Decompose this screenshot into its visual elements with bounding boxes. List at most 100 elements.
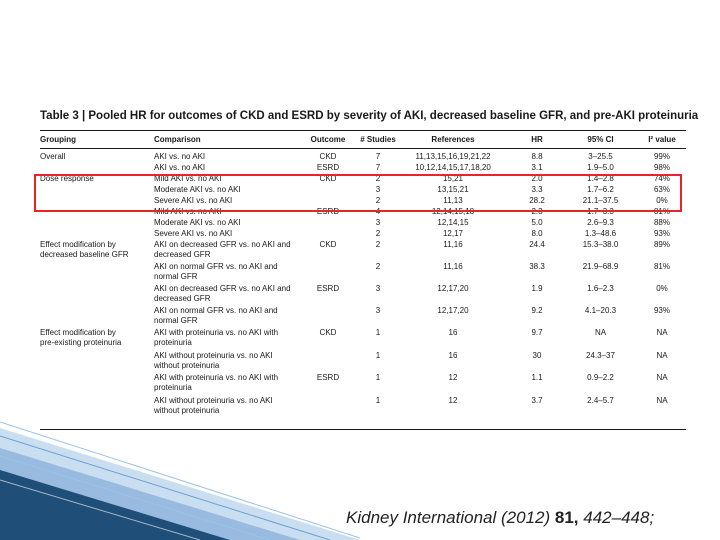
cell-references: 11,16 xyxy=(443,240,463,249)
cell-references: 12,17 xyxy=(442,229,464,238)
cell-studies: 1 xyxy=(375,328,381,337)
cell-comparison: decreased GFR xyxy=(154,250,211,259)
decoration-line-3 xyxy=(0,455,271,540)
cell-studies: 3 xyxy=(375,306,381,315)
cell-grouping: decreased baseline GFR xyxy=(40,250,129,259)
decoration-line-1 xyxy=(0,421,360,539)
cell-studies: 2 xyxy=(375,174,381,183)
cell-comparison: AKI vs. no AKI xyxy=(154,152,206,161)
header-grouping: Grouping xyxy=(40,135,76,144)
dose-response-highlight-box xyxy=(34,174,682,212)
cell-references: 11,16 xyxy=(443,262,463,271)
citation-year: (2012) xyxy=(501,508,551,527)
cell-comparison: Moderate AKI vs. no AKI xyxy=(154,185,241,194)
header-i2: I² value xyxy=(648,135,676,144)
cell-ci: 2.4–5.7 xyxy=(587,396,614,405)
cell-hr: 2.0 xyxy=(531,174,543,183)
cell-grouping: Effect modification by xyxy=(40,328,116,337)
cell-i2: 93% xyxy=(653,229,670,238)
cell-ci: 4.1–20.3 xyxy=(584,306,617,315)
header-studies: # Studies xyxy=(360,135,396,144)
cell-studies: 7 xyxy=(375,163,381,172)
cell-comparison: without proteinuria xyxy=(154,361,220,370)
cell-i2: 88% xyxy=(653,218,670,227)
cell-ci: 3–25.5 xyxy=(588,152,613,161)
decoration-line-4 xyxy=(0,479,201,540)
cell-studies: 1 xyxy=(375,373,381,382)
cell-outcome: CKD xyxy=(319,174,337,183)
cell-comparison: proteinuria xyxy=(154,383,192,392)
cell-i2: 0% xyxy=(656,196,668,205)
cell-i2: 89% xyxy=(653,240,670,249)
cell-comparison: Moderate AKI vs. no AKI xyxy=(154,218,241,227)
cell-studies: 3 xyxy=(375,218,381,227)
cell-outcome: CKD xyxy=(319,152,337,161)
cell-hr: 28.2 xyxy=(529,196,545,205)
cell-ci: 21.9–68.9 xyxy=(582,262,619,271)
cell-ci: 21.1–37.5 xyxy=(582,196,619,205)
cell-comparison: proteinuria xyxy=(154,338,192,347)
cell-comparison: AKI on normal GFR vs. no AKI and xyxy=(154,306,278,315)
cell-references: 16 xyxy=(448,351,458,360)
cell-hr: 9.7 xyxy=(531,328,543,337)
cell-grouping: Overall xyxy=(40,152,66,161)
cell-i2: 81% xyxy=(653,262,670,271)
cell-comparison: AKI vs. no AKI xyxy=(154,163,206,172)
cell-comparison: normal GFR xyxy=(154,272,198,281)
cell-ci: 1.4–2.8 xyxy=(587,174,614,183)
cell-references: 12,17,20 xyxy=(437,284,469,293)
cell-i2: 98% xyxy=(653,163,670,172)
cell-comparison: Severe AKI vs. no AKI xyxy=(154,229,233,238)
cell-hr: 1.1 xyxy=(531,373,543,382)
cell-ci: 24.3–37 xyxy=(586,351,615,360)
decoration-line-2 xyxy=(0,435,331,540)
header-comparison: Comparison xyxy=(154,135,201,144)
cell-studies: 3 xyxy=(375,284,381,293)
cell-ci: 0.9–2.2 xyxy=(587,373,614,382)
cell-comparison: AKI without proteinuria vs. no AKI xyxy=(154,351,273,360)
cell-hr: 5.0 xyxy=(531,218,543,227)
corner-decoration xyxy=(0,421,360,540)
cell-i2: NA xyxy=(656,373,668,382)
cell-i2: 0% xyxy=(656,284,668,293)
cell-i2: NA xyxy=(656,396,668,405)
cell-ci: 2.6–9.3 xyxy=(587,218,614,227)
cell-i2: 63% xyxy=(653,185,670,194)
cell-studies: 2 xyxy=(375,262,381,271)
cell-outcome: ESRD xyxy=(316,373,340,382)
cell-hr: 3.7 xyxy=(531,396,543,405)
cell-comparison: AKI on decreased GFR vs. no AKI and xyxy=(154,240,291,249)
bottom-rule xyxy=(40,429,686,430)
cell-studies: 2 xyxy=(375,229,381,238)
header-hr: HR xyxy=(531,135,543,144)
cell-studies: 7 xyxy=(375,152,381,161)
cell-hr: 3.1 xyxy=(531,163,543,172)
cell-hr: 38.3 xyxy=(529,262,545,271)
decoration-dark-wedge xyxy=(0,470,230,540)
cell-i2: 74% xyxy=(653,174,670,183)
cell-i2: 93% xyxy=(653,306,670,315)
cell-references: 11,13,15,16,19,21,22 xyxy=(415,152,491,161)
citation-pages: 442–448; xyxy=(583,508,655,527)
cell-ci: NA xyxy=(594,328,607,337)
cell-hr: 1.9 xyxy=(531,284,543,293)
cell-hr: 24.4 xyxy=(529,240,545,249)
cell-studies: 2 xyxy=(375,240,381,249)
cell-comparison: decreased GFR xyxy=(154,294,211,303)
cell-ci: 1.6–2.3 xyxy=(587,284,614,293)
cell-i2: NA xyxy=(656,351,668,360)
cell-comparison: AKI without proteinuria vs. no AKI xyxy=(154,396,273,405)
header-outcome: Outcome xyxy=(310,135,346,144)
cell-i2: 99% xyxy=(653,152,670,161)
cell-references: 10,12,14,15,17,18,20 xyxy=(415,163,491,172)
cell-hr: 3.3 xyxy=(531,185,543,194)
cell-comparison: without proteinuria xyxy=(154,406,220,415)
header-references: References xyxy=(431,135,475,144)
cell-comparison: normal GFR xyxy=(154,316,198,325)
citation-volume: 81, xyxy=(554,508,579,527)
cell-studies: 2 xyxy=(375,196,381,205)
cell-comparison: AKI with proteinuria vs. no AKI with xyxy=(154,328,279,337)
cell-references: 12 xyxy=(448,396,458,405)
cell-references: 15,21 xyxy=(442,174,464,183)
cell-ci: 1.7–6.2 xyxy=(587,185,614,194)
